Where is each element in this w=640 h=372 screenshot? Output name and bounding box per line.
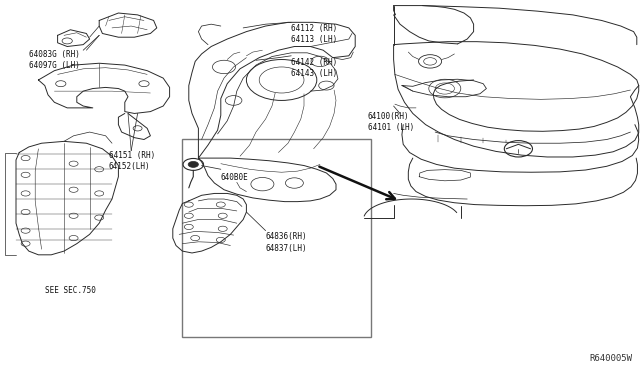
Text: 64100(RH)
64101 (LH): 64100(RH) 64101 (LH) — [368, 112, 414, 132]
Circle shape — [188, 161, 198, 167]
Text: 64151 (RH)
64152(LH): 64151 (RH) 64152(LH) — [109, 151, 155, 171]
Text: SEE SEC.750: SEE SEC.750 — [45, 286, 95, 295]
Text: R640005W: R640005W — [589, 354, 632, 363]
Text: 64112 (RH)
64113 (LH): 64112 (RH) 64113 (LH) — [291, 24, 337, 44]
Bar — [182, 140, 371, 337]
Text: 64142 (RH)
64143 (LH): 64142 (RH) 64143 (LH) — [291, 58, 337, 78]
Text: 640B0E: 640B0E — [221, 173, 248, 182]
Text: 64083G (RH)
64097G (LH): 64083G (RH) 64097G (LH) — [29, 50, 79, 70]
Text: 64836(RH)
64837(LH): 64836(RH) 64837(LH) — [266, 232, 307, 253]
